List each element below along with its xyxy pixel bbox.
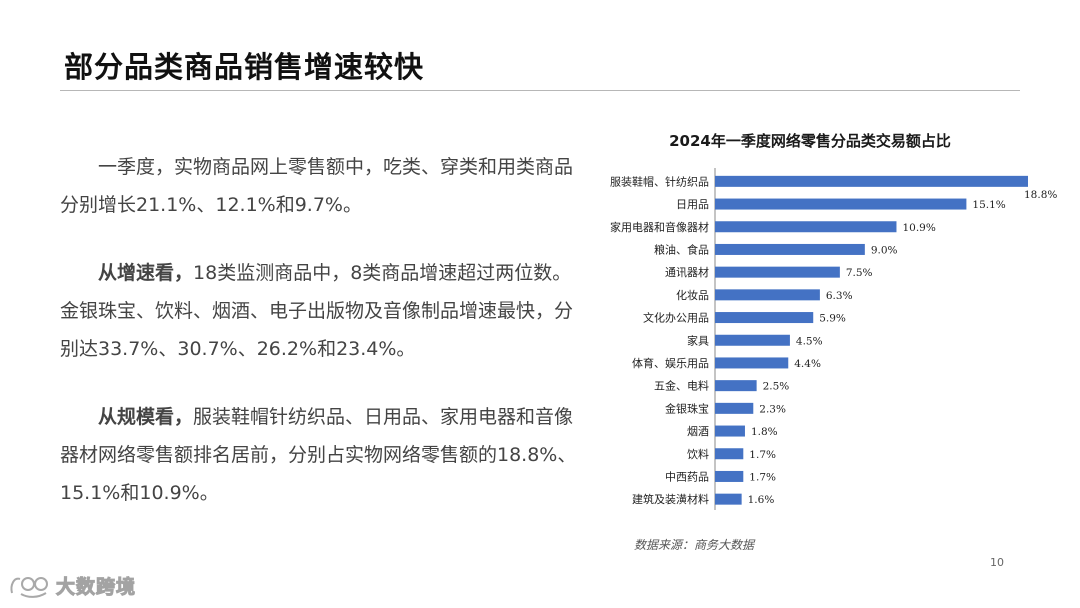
category-label: 粮油、食品	[654, 242, 709, 256]
source-note: 数据来源：商务大数据	[634, 538, 755, 552]
bar	[715, 470, 744, 482]
category-label: 饮料	[687, 447, 709, 461]
bar	[715, 402, 754, 414]
category-label: 服装鞋帽、针纺织品	[610, 174, 709, 188]
category-label: 化妆品	[676, 288, 709, 302]
bar	[715, 357, 789, 369]
category-label: 烟酒	[687, 424, 709, 438]
bar	[715, 266, 840, 278]
title-divider	[60, 90, 1020, 91]
value-label: 15.1%	[972, 199, 1005, 211]
value-label: 7.5%	[846, 267, 873, 279]
page-number: 10	[990, 556, 1004, 569]
bar	[715, 448, 744, 460]
value-label: 2.5%	[763, 381, 790, 393]
body-text: 一季度，实物商品网上零售额中，吃类、穿类和用类商品分别增长21.1%、12.1%…	[60, 148, 580, 542]
paragraph-growth-lead: 从增速看，	[98, 262, 194, 284]
paragraph-scale: 从规模看，服装鞋帽针纺织品、日用品、家用电器和音像器材网络零售额排名居前，分别占…	[60, 398, 580, 512]
value-label: 1.7%	[749, 471, 776, 483]
bar	[715, 243, 865, 255]
category-label: 日用品	[676, 198, 709, 211]
category-label: 家用电器和音像器材	[610, 220, 709, 234]
paragraph-summary-text: 一季度，实物商品网上零售额中，吃类、穿类和用类商品分别增长21.1%、12.1%…	[60, 156, 574, 216]
paragraph-scale-text: 服装鞋帽针纺织品、日用品、家用电器和音像器材网络零售额排名居前，分别占实物网络零…	[60, 406, 577, 504]
category-label: 建筑及装潢材料	[632, 492, 709, 506]
value-label: 2.3%	[759, 403, 786, 415]
slide-title: 部分品类商品销售增速较快	[64, 50, 425, 84]
value-label: 4.5%	[796, 335, 823, 347]
category-label: 五金、电料	[654, 379, 709, 393]
bar	[715, 198, 967, 210]
bar	[715, 425, 745, 437]
value-label: 1.6%	[748, 494, 775, 506]
bar	[715, 221, 897, 233]
paragraph-growth: 从增速看，18类监测商品中，8类商品增速超过两位数。金银珠宝、饮料、烟酒、电子出…	[60, 254, 580, 368]
category-label: 文化办公用品	[643, 311, 709, 325]
category-label: 中西药品	[665, 470, 709, 483]
bar	[715, 175, 1028, 187]
paragraph-summary: 一季度，实物商品网上零售额中，吃类、穿类和用类商品分别增长21.1%、12.1%…	[60, 148, 580, 224]
bar	[715, 312, 814, 324]
category-label: 家具	[687, 333, 709, 347]
bar	[715, 493, 742, 505]
category-label: 金银珠宝	[665, 401, 709, 415]
bar	[715, 380, 757, 392]
value-label: 1.7%	[749, 449, 776, 461]
bar	[715, 334, 790, 346]
bar	[715, 289, 820, 301]
category-label: 体育、娱乐用品	[632, 356, 709, 370]
value-label: 9.0%	[871, 244, 898, 256]
bar-chart: 服装鞋帽、针纺织品 18.8% 日用品 15.1% 家用电器和音像器材 10.9% 粮油、食…	[610, 168, 1057, 510]
watermark: 大数跨境	[8, 572, 136, 599]
value-label: 5.9%	[819, 313, 846, 325]
value-label: 1.8%	[751, 426, 778, 438]
value-label: 6.3%	[826, 290, 853, 302]
paragraph-scale-lead: 从规模看，	[98, 406, 194, 428]
category-label: 通讯器材	[665, 265, 709, 279]
brand-logo-icon	[10, 576, 48, 598]
paragraph-growth-text: 18类监测商品中，8类商品增速超过两位数。金银珠宝、饮料、烟酒、电子出版物及音像…	[60, 262, 574, 360]
value-label: 4.4%	[794, 358, 821, 370]
value-label: 18.8%	[1024, 189, 1057, 201]
chart-title: 2024年一季度网络零售分品类交易额占比	[669, 132, 951, 150]
watermark-text: 大数跨境	[55, 576, 137, 599]
value-label: 10.9%	[902, 222, 935, 234]
